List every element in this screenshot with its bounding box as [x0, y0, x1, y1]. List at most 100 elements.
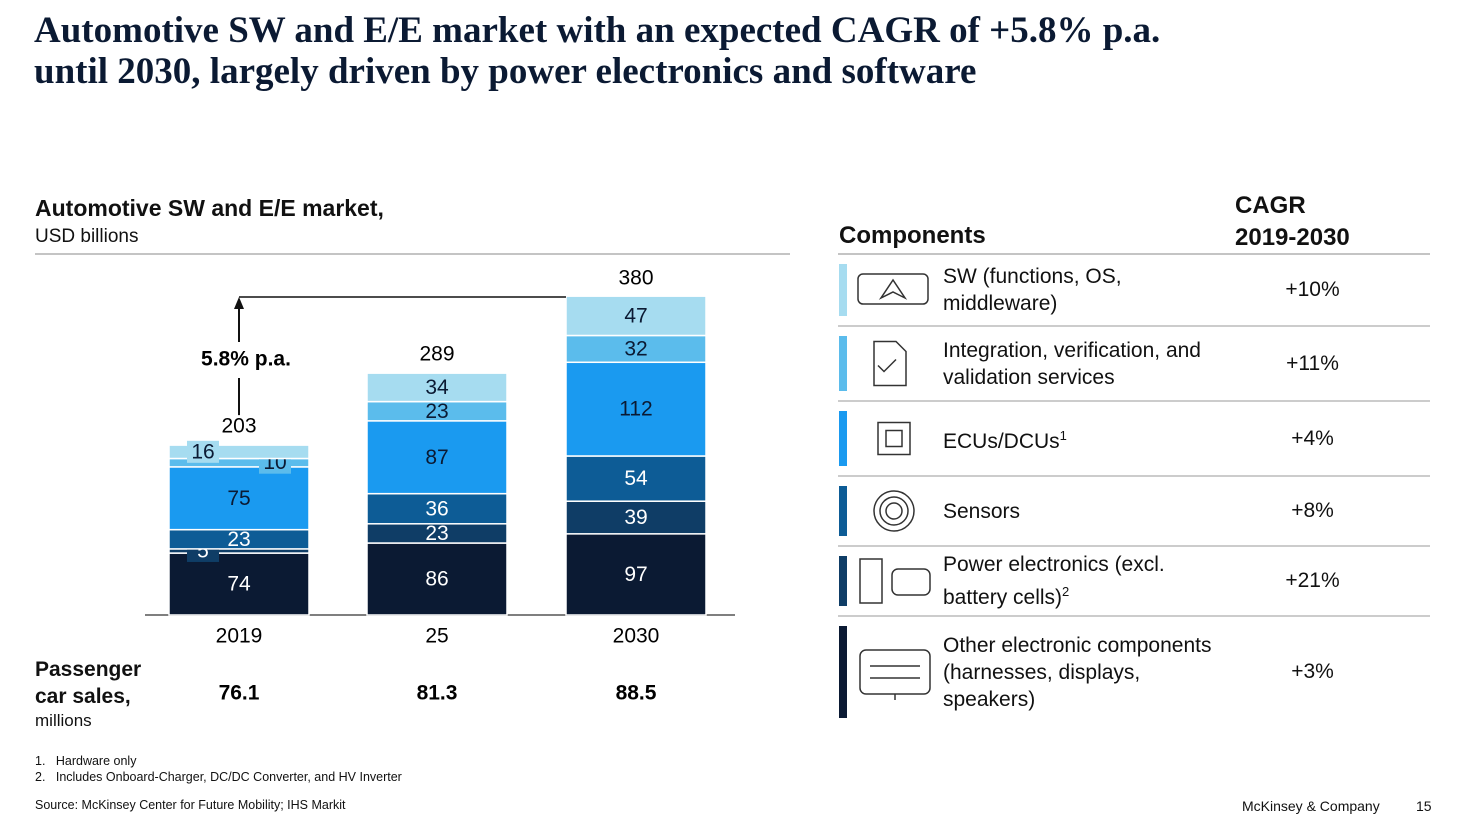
legend-text: ECUs/DCUs1 — [943, 422, 1067, 455]
legend-swatch — [839, 336, 847, 391]
cagr-value: +10% — [1285, 278, 1340, 301]
components-header: Components — [839, 222, 986, 249]
bar-segment — [565, 334, 707, 364]
legend-text: SW (functions, OS, middleware) — [943, 263, 1213, 317]
bar-segment — [565, 295, 707, 337]
segment-label: 5 — [197, 540, 209, 563]
segment-label: 86 — [425, 568, 448, 591]
bar-segment — [565, 500, 707, 535]
segment-label: 16 — [191, 440, 214, 463]
chart-title: Automotive SW and E/E market, — [35, 195, 384, 221]
legend-text: Other electronic components (harnesses, … — [943, 632, 1213, 713]
bar-segment — [168, 552, 310, 616]
total-label: 289 — [419, 343, 454, 366]
icon — [878, 278, 908, 300]
cagr-value: +11% — [1286, 351, 1339, 375]
cagr-value: +21% — [1285, 569, 1340, 592]
icon — [891, 568, 931, 596]
total-label: 203 — [221, 415, 256, 438]
icon — [873, 490, 915, 532]
sales-unit: millions — [35, 711, 92, 730]
annotation: 5.8% p.a. — [201, 348, 291, 371]
chart-subtitle: USD billions — [35, 226, 139, 247]
icon — [885, 502, 903, 520]
bar-segment — [565, 533, 707, 616]
bar-segment — [366, 542, 508, 616]
x-tick-label: 25 — [425, 625, 448, 648]
segment-label: 74 — [227, 573, 251, 596]
source: Source: McKinsey Center for Future Mobil… — [35, 798, 346, 812]
footnote-text: Includes Onboard-Charger, DC/DC Converte… — [55, 770, 402, 784]
segment-label: 23 — [425, 522, 448, 545]
page-number: 15 — [1416, 798, 1432, 814]
segment-label: 23 — [227, 528, 250, 551]
segment-label: 32 — [624, 337, 647, 360]
bar-segment — [366, 420, 508, 495]
legend-item: Sensors — [943, 476, 1213, 546]
title-line: Automotive SW and E/E market with an exp… — [34, 10, 1161, 51]
cagr-header-line: CAGR — [1235, 192, 1306, 219]
cagr-value: +8% — [1291, 499, 1334, 522]
sales-value: 88.5 — [616, 682, 657, 705]
legend-swatch — [839, 556, 847, 606]
cagr-value: +4% — [1291, 426, 1334, 450]
arrow-head — [234, 297, 244, 309]
bar-segment — [366, 372, 508, 403]
legend-label: Integration, verification, and validatio… — [943, 338, 1201, 389]
icon — [879, 496, 909, 526]
legend-item: ECUs/DCUs1 — [943, 401, 1213, 476]
legend-text: Sensors — [943, 498, 1020, 525]
footnote-number: 1. — [35, 754, 46, 768]
title-line: until 2030, largely driven by power elec… — [34, 51, 977, 92]
brand: McKinsey & Company — [1242, 798, 1380, 814]
bar-segment — [565, 455, 707, 502]
legend-label: Power electronics (excl. battery cells) — [943, 553, 1165, 609]
legend-swatch — [839, 626, 847, 718]
segment-label: 34 — [425, 376, 449, 399]
footnote-ref: 2 — [1062, 584, 1070, 599]
segment-label: 36 — [425, 497, 448, 520]
segment-label: 112 — [619, 398, 652, 421]
footnote-ref: 1 — [1059, 428, 1067, 443]
footnote-number: 2. — [35, 770, 46, 784]
footnote-text: Hardware only — [55, 754, 137, 768]
footnote: 2. Includes Onboard-Charger, DC/DC Conve… — [35, 770, 402, 784]
legend-label: ECUs/DCUs — [943, 430, 1060, 453]
sales-value: 76.1 — [219, 682, 260, 705]
segment-label: 47 — [624, 304, 647, 327]
legend-label: Sensors — [943, 499, 1021, 523]
icon — [859, 649, 931, 695]
icon — [870, 665, 920, 700]
icon — [885, 429, 903, 448]
legend-swatch — [839, 411, 847, 466]
legend-label: SW (functions, OS, middleware) — [943, 265, 1122, 315]
x-tick-label: 2030 — [613, 625, 660, 648]
segment-label: 87 — [425, 446, 448, 469]
legend-swatch — [839, 486, 847, 536]
label-box — [187, 440, 219, 463]
bar-segment — [366, 492, 508, 525]
legend-swatch — [839, 264, 847, 316]
footnote: 1. Hardware only — [35, 754, 136, 768]
sales-value: 81.3 — [417, 682, 458, 705]
total-label: 380 — [618, 267, 653, 290]
cagr-header-line: 2019-2030 — [1235, 224, 1350, 251]
slide-title: Automotive SW and E/E market with an exp… — [34, 10, 1160, 92]
x-tick-label: 2019 — [216, 625, 263, 648]
legend-text: Power electronics (excl. battery cells)2 — [943, 551, 1213, 611]
sales-label: Passenger car sales, — [35, 658, 142, 708]
segment-label: 39 — [624, 506, 647, 529]
icon — [859, 558, 883, 604]
legend-item: Other electronic components (harnesses, … — [943, 616, 1213, 728]
cagr-header: CAGR 2019-2030 — [1235, 190, 1350, 254]
legend-label: Other electronic components (harnesses, … — [943, 633, 1212, 711]
legend-item: Integration, verification, and validatio… — [943, 326, 1213, 401]
segment-label: 75 — [227, 487, 250, 510]
icon — [877, 421, 911, 456]
segment-label: 97 — [624, 563, 647, 586]
legend-item: SW (functions, OS, middleware) — [943, 254, 1213, 326]
segment-label: 23 — [425, 400, 448, 423]
icon — [857, 273, 929, 305]
